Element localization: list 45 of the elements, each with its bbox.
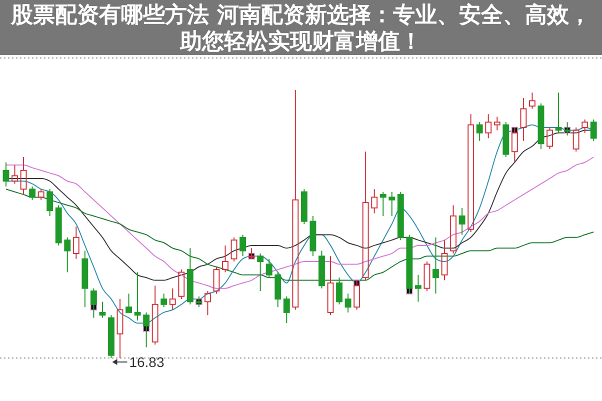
candlestick [388,191,396,216]
candlestick [327,256,334,316]
candlestick [310,215,316,257]
candlestick [20,156,27,196]
candlestick [485,114,492,139]
candlestick [555,92,562,134]
candlestick [248,248,255,260]
candlestick [564,122,571,136]
candlestick [204,290,211,316]
candlestick [126,293,132,313]
candlestick [494,116,500,131]
candlestick [274,272,282,308]
candlestick [432,236,439,294]
candlestick [292,90,299,310]
candlestick [196,296,202,308]
annotation: 16.83 [129,354,164,370]
candlestick [99,301,106,318]
candlestick [476,122,483,142]
candlestick [468,114,474,233]
candlestick [362,151,369,281]
candlestick [72,226,80,260]
candlestick [257,252,264,292]
candlestick [116,298,124,358]
candlestick [186,248,194,305]
candlestick [520,98,527,142]
candlestick [458,207,466,236]
candlestick [441,240,448,281]
candlestick [222,244,228,273]
candlestick [12,164,18,184]
candlestick [2,162,10,187]
candlestick [336,277,342,305]
candlestick [82,250,88,308]
candlestick [152,285,158,346]
candlestick [46,188,54,216]
candlestick [414,274,422,302]
candlestick [283,296,290,324]
candlestick [450,204,457,254]
candlestick [64,236,71,273]
candlestick [169,288,176,310]
candlestick [344,293,352,313]
candlestick [38,188,44,200]
candlestick [380,191,386,216]
candlestick [134,272,141,321]
candlestick [529,92,536,110]
candlestick [371,188,378,214]
